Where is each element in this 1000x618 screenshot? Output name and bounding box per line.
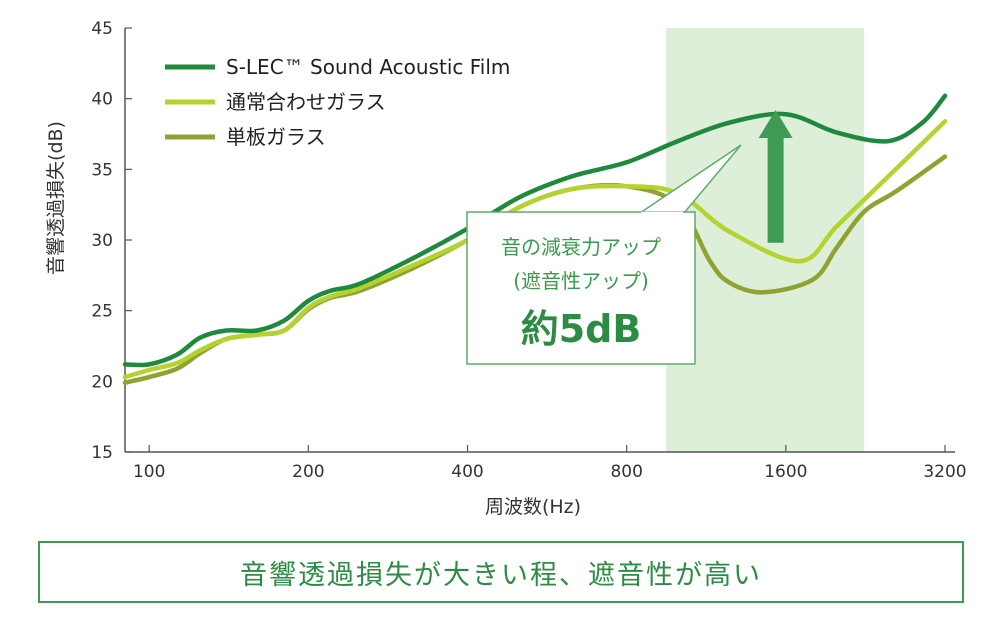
annotation-line-2: (遮音性アップ) [513,269,649,293]
x-tick-label: 3200 [923,462,966,482]
x-ticks: 100 200 400 800 1600 3200 [133,445,967,482]
legend-label: S-LEC™ Sound Acoustic Film [226,55,510,79]
y-tick-label: 20 [91,372,113,392]
annotation-line-1: 音の減衰力アップ [501,235,661,259]
caption-box: 音響透過損失が大きい程、遮音性が高い [38,541,964,603]
legend-item-slec-film: S-LEC™ Sound Acoustic Film [165,55,510,79]
x-tick-label: 800 [610,462,642,482]
y-ticks: 15 20 25 30 35 40 45 [91,19,132,463]
x-axis-label: 周波数(Hz) [485,496,581,518]
legend-label: 通常合わせガラス [226,90,386,114]
y-tick-label: 45 [91,19,113,39]
caption-text: 音響透過損失が大きい程、遮音性が高い [240,559,762,591]
y-axis-label: 音響透過損失(dB) [45,121,67,275]
series-line-laminated-glass [122,119,948,380]
y-tick-label: 15 [91,443,113,463]
line-chart: 15 20 25 30 35 40 45 100 200 400 800 1600 3200 音響透過… [45,19,967,518]
x-tick-label: 1600 [764,462,807,482]
legend-item-single-glass: 単板ガラス [165,125,326,149]
y-tick-label: 30 [91,231,113,251]
y-tick-label: 35 [91,160,113,180]
y-tick-label: 25 [91,302,113,322]
annotation-value: 約5dB [521,307,642,351]
x-tick-label: 400 [451,462,483,482]
series-line-slec-film [122,93,948,368]
callout-box [466,211,696,365]
x-tick-label: 100 [133,462,165,482]
x-tick-label: 200 [292,462,324,482]
annotation: 音の減衰力アップ (遮音性アップ) 約5dB [466,110,793,365]
highlight-band [666,28,865,452]
legend-label: 単板ガラス [226,125,326,149]
legend-item-laminated-glass: 通常合わせガラス [165,90,386,114]
up-arrow-icon [758,110,793,243]
y-tick-label: 40 [91,90,113,110]
